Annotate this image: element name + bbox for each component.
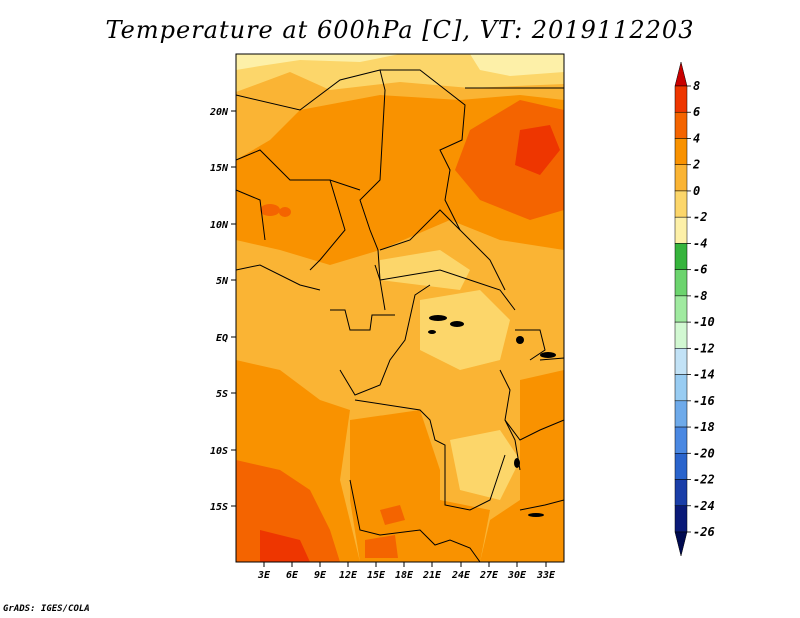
colorbar-swatch: [674, 190, 688, 218]
lat-tick: EQ: [216, 333, 236, 344]
lon-label: 27E: [479, 570, 499, 581]
colorbar-swatch: [674, 348, 688, 375]
colorbar-label: -8: [693, 289, 707, 303]
lon-label: 24E: [451, 570, 471, 581]
lon-axis: 3E 6E 9E 12E 15E 18E 21E 24E 27E 30E 33E: [257, 562, 556, 581]
lon-tick: 12E: [339, 562, 358, 581]
colorbar-label: -14: [693, 368, 715, 382]
colorbar-swatch: [674, 505, 688, 533]
lat-tick: 15S: [210, 502, 236, 513]
lon-label: 12E: [339, 570, 358, 581]
map-plot: [235, 53, 565, 563]
grads-credit: GrADS: IGES/COLA: [3, 604, 90, 614]
colorbar-label: -4: [693, 236, 707, 250]
colorbar-label: -16: [693, 394, 715, 408]
lon-label: 21E: [422, 570, 442, 581]
lat-label: 5S: [216, 389, 228, 400]
colorbar-swatch: [674, 216, 688, 244]
colorbar-swatch: [674, 138, 688, 165]
colorbar-label: -24: [693, 499, 715, 513]
lat-tick: 5S: [216, 389, 236, 400]
lat-tick: 10S: [210, 446, 236, 457]
lat-label: 5N: [216, 276, 229, 287]
colorbar-swatch: [674, 85, 688, 113]
colorbar-label: -6: [693, 263, 707, 277]
lon-tick: 21E: [422, 562, 442, 581]
colorbar-label: 8: [693, 79, 700, 93]
lon-tick: 15E: [367, 562, 386, 581]
colorbar-swatch: [674, 400, 688, 428]
lat-axis: 20N 15N 10N 5N EQ 5S 10S 15S: [209, 107, 236, 513]
colorbar-label: -2: [693, 210, 707, 224]
colorbar-swatch: [674, 321, 688, 349]
colorbar-label: -22: [693, 473, 715, 487]
colorbar-label: -20: [693, 446, 715, 460]
colorbar-label: -12: [693, 341, 715, 355]
lat-label: 10S: [210, 446, 228, 457]
lat-label: 15N: [210, 163, 229, 174]
colorbar-label: -18: [693, 420, 715, 434]
colorbar-swatch: [674, 479, 688, 507]
colorbar-label: -26: [693, 525, 715, 539]
lat-label: 15S: [210, 502, 228, 513]
colorbar-label: -10: [693, 315, 715, 329]
lon-tick: 30E: [507, 562, 527, 581]
colorbar-swatch: [674, 164, 688, 192]
colorbar-top-arrow: [674, 61, 688, 87]
lat-tick: 10N: [210, 220, 236, 231]
colorbar-swatch: [674, 111, 688, 139]
lon-label: 3E: [257, 570, 271, 581]
colorbar-swatch: [674, 426, 688, 454]
lon-label: 6E: [286, 570, 299, 581]
colorbar-label: 6: [693, 105, 700, 119]
lon-tick: 3E: [257, 562, 271, 581]
lat-tick: 15N: [210, 163, 236, 174]
lon-label: 18E: [395, 570, 414, 581]
lon-tick: 9E: [314, 562, 327, 581]
colorbar: 8 6 4 2 0 -2 -4 -6 -8 -10 -12 -14 -16 -18 -20 -22 -24 -26: [674, 61, 715, 557]
colorbar-swatch: [674, 374, 688, 402]
colorbar-label: 2: [692, 158, 700, 172]
colorbar-swatch: [674, 453, 688, 480]
lat-label: 10N: [210, 220, 229, 231]
lat-tick: 20N: [209, 107, 236, 118]
lon-label: 9E: [314, 570, 327, 581]
lon-tick: 6E: [286, 562, 299, 581]
lon-tick: 33E: [536, 562, 556, 581]
colorbar-swatch: [674, 269, 688, 297]
lon-label: 30E: [507, 570, 527, 581]
colorbar-swatch: [674, 243, 688, 270]
lat-tick: 5N: [216, 276, 236, 287]
colorbar-bottom-arrow: [674, 531, 688, 557]
lon-label: 15E: [367, 570, 386, 581]
lat-label: 20N: [209, 107, 229, 118]
map-title: Temperature at 600hPa [C], VT: 201911220…: [105, 16, 695, 44]
colorbar-label: 0: [693, 184, 700, 198]
lon-label: 33E: [536, 570, 556, 581]
lon-tick: 24E: [451, 562, 471, 581]
colorbar-swatch: [674, 295, 688, 323]
lon-tick: 27E: [479, 562, 499, 581]
lon-tick: 18E: [395, 562, 414, 581]
lat-label: EQ: [216, 333, 228, 344]
colorbar-label: 4: [693, 131, 700, 145]
